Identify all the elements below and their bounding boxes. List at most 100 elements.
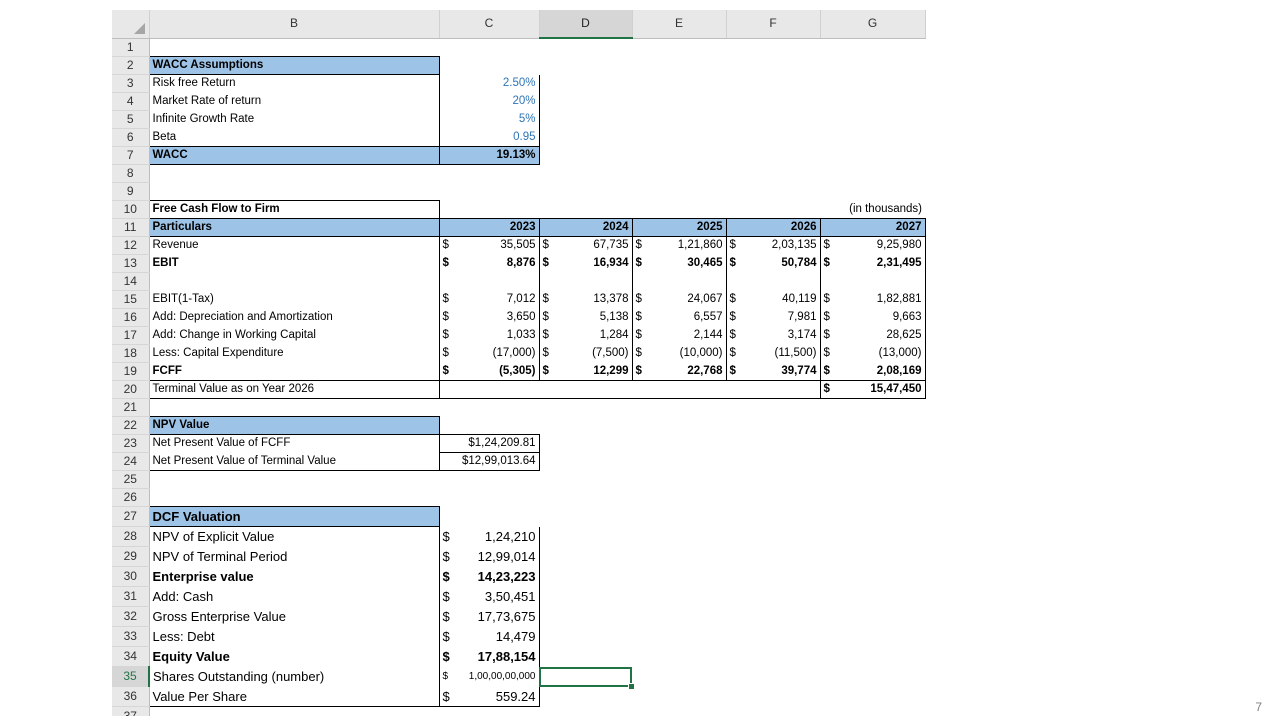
dcf-label[interactable]: Shares Outstanding (number) <box>148 666 440 687</box>
fcff-value[interactable]: 5,138 <box>599 311 629 323</box>
row-header[interactable]: 9 <box>112 182 150 201</box>
particulars-header[interactable]: Particulars <box>148 218 440 237</box>
column-header-e[interactable]: E <box>632 10 727 39</box>
select-all-corner[interactable] <box>112 10 150 39</box>
fcff-value[interactable]: 3,174 <box>787 329 817 341</box>
row-header[interactable]: 8 <box>112 164 150 183</box>
fcff-value[interactable]: 13,378 <box>593 293 629 305</box>
row-header[interactable]: 13 <box>112 254 150 273</box>
row-header[interactable]: 26 <box>112 488 150 507</box>
row-header[interactable]: 11 <box>112 218 150 237</box>
year-header[interactable]: 2025 <box>631 218 727 237</box>
row-header[interactable]: 19 <box>112 362 150 381</box>
row-header[interactable]: 30 <box>112 566 150 587</box>
fcff-value[interactable]: (17,000) <box>492 347 536 359</box>
year-header[interactable]: 2027 <box>819 218 926 237</box>
row-header[interactable]: 33 <box>112 626 150 647</box>
row-header[interactable]: 4 <box>112 92 150 111</box>
fcff-value[interactable]: 1,21,860 <box>677 239 723 252</box>
dcf-label[interactable]: Value Per Share <box>148 686 440 707</box>
fcff-value[interactable]: (10,000) <box>679 347 723 359</box>
row-header[interactable]: 1 <box>112 38 150 57</box>
dcf-value[interactable]: 12,99,014 <box>477 549 536 564</box>
fcff-value[interactable]: 1,284 <box>599 329 629 341</box>
fcff-row-label[interactable]: EBIT <box>148 254 440 273</box>
fcff-value[interactable]: (5,305) <box>499 364 536 377</box>
dcf-label[interactable]: Enterprise value <box>148 566 440 587</box>
wacc-label[interactable]: Risk free Return <box>148 74 440 93</box>
row-header[interactable]: 37 <box>112 706 150 716</box>
year-header[interactable]: 2026 <box>725 218 821 237</box>
row-header[interactable]: 10 <box>112 200 150 219</box>
wacc-value[interactable]: 2.50% <box>439 74 540 93</box>
year-header[interactable]: 2023 <box>438 218 540 237</box>
column-header-c[interactable]: C <box>439 10 540 39</box>
active-cell-d35[interactable] <box>539 666 635 690</box>
fcff-value[interactable]: 39,774 <box>781 364 817 377</box>
fcff-value[interactable]: 35,505 <box>500 239 536 252</box>
fcff-row-label[interactable]: Less: Capital Expenditure <box>148 344 440 363</box>
wacc-total-value[interactable]: 19.13% <box>438 146 540 165</box>
wacc-value[interactable]: 5% <box>439 110 540 129</box>
column-header-b[interactable]: B <box>149 10 440 39</box>
fcff-row-label[interactable]: Add: Depreciation and Amortization <box>148 308 440 327</box>
column-header-f[interactable]: F <box>726 10 821 39</box>
dcf-label[interactable]: NPV of Explicit Value <box>148 526 440 547</box>
fcff-value[interactable]: 3,650 <box>506 311 536 323</box>
row-header[interactable]: 29 <box>112 546 150 567</box>
row-header[interactable]: 3 <box>112 74 150 93</box>
row-header[interactable]: 23 <box>112 434 150 453</box>
fcff-row-label[interactable]: FCFF <box>148 362 440 381</box>
fcff-value[interactable]: 2,08,169 <box>876 364 922 377</box>
column-header-g[interactable]: G <box>820 10 926 39</box>
fcff-value[interactable]: 67,735 <box>593 239 629 252</box>
fcff-value[interactable]: 50,784 <box>781 257 817 269</box>
fcff-title[interactable]: Free Cash Flow to Firm <box>148 200 440 219</box>
row-header[interactable]: 27 <box>112 506 150 527</box>
dcf-value[interactable]: 3,50,451 <box>484 589 536 604</box>
row-header[interactable]: 16 <box>112 308 150 327</box>
wacc-label[interactable]: Beta <box>148 128 440 147</box>
dcf-value[interactable]: 14,479 <box>495 629 536 644</box>
row-header[interactable]: 17 <box>112 326 150 345</box>
npv-title[interactable]: NPV Value <box>148 416 440 435</box>
fcff-value[interactable]: 7,981 <box>787 311 817 323</box>
row-header-selected[interactable]: 35 <box>112 666 150 687</box>
dcf-value[interactable]: 1,00,00,00,000 <box>468 671 536 682</box>
fcff-value[interactable]: 8,876 <box>506 257 536 269</box>
fcff-value[interactable]: 12,299 <box>593 364 629 377</box>
units-note[interactable]: (in thousands) <box>849 202 922 215</box>
row-header[interactable]: 2 <box>112 56 150 75</box>
row-header[interactable]: 24 <box>112 452 150 471</box>
fcff-value[interactable]: 9,663 <box>892 311 922 323</box>
row-header[interactable]: 20 <box>112 380 150 399</box>
dcf-title[interactable]: DCF Valuation <box>148 506 440 527</box>
fcff-value[interactable]: 7,012 <box>506 293 536 305</box>
row-header[interactable]: 31 <box>112 586 150 607</box>
npv-value[interactable]: $1,24,209.81 <box>438 434 540 453</box>
dcf-label[interactable]: Equity Value <box>148 646 440 667</box>
terminal-label[interactable]: Terminal Value as on Year 2026 <box>148 380 440 399</box>
npv-label[interactable]: Net Present Value of Terminal Value <box>148 452 440 471</box>
row-header[interactable]: 25 <box>112 470 150 489</box>
fcff-value[interactable]: 9,25,980 <box>876 239 922 252</box>
wacc-value[interactable]: 0.95 <box>439 128 540 147</box>
npv-value[interactable]: $12,99,013.64 <box>438 452 540 471</box>
row-header[interactable]: 21 <box>112 398 150 417</box>
dcf-value[interactable]: 17,73,675 <box>477 609 536 624</box>
wacc-title[interactable]: WACC Assumptions <box>148 56 440 75</box>
row-header[interactable]: 18 <box>112 344 150 363</box>
dcf-value[interactable]: 17,88,154 <box>477 649 536 664</box>
fcff-value[interactable]: 2,144 <box>693 329 723 341</box>
fcff-value[interactable]: 2,03,135 <box>771 239 817 252</box>
dcf-label[interactable]: Add: Cash <box>148 586 440 607</box>
dcf-value[interactable]: 14,23,223 <box>477 569 536 584</box>
dcf-label[interactable]: Less: Debt <box>148 626 440 647</box>
fcff-value[interactable]: 1,033 <box>506 329 536 341</box>
row-header[interactable]: 32 <box>112 606 150 627</box>
wacc-value[interactable]: 20% <box>439 92 540 111</box>
wacc-total-label[interactable]: WACC <box>148 146 440 165</box>
row-header[interactable]: 34 <box>112 646 150 667</box>
fcff-value[interactable]: 24,067 <box>687 293 723 305</box>
fcff-row-label[interactable]: Add: Change in Working Capital <box>148 326 440 345</box>
